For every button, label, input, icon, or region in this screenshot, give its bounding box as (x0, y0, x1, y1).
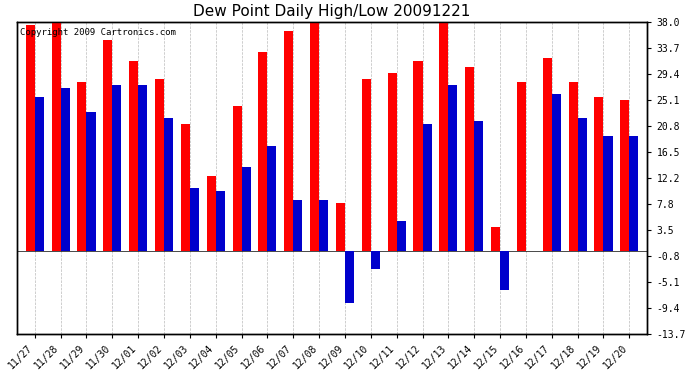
Bar (164, 118, 173, 251)
Bar (181, 124, 190, 251)
Bar (517, 82, 526, 251)
Bar (604, 136, 613, 251)
Bar (26, 25, 34, 251)
Bar (465, 67, 474, 251)
Bar (86, 112, 95, 251)
Bar (268, 146, 277, 251)
Bar (284, 31, 293, 251)
Bar (620, 100, 629, 251)
Bar (104, 40, 112, 251)
Title: Dew Point Daily High/Low 20091221: Dew Point Daily High/Low 20091221 (193, 4, 471, 19)
Bar (129, 61, 138, 251)
Bar (491, 227, 500, 251)
Bar (500, 251, 509, 291)
Bar (474, 122, 483, 251)
Bar (569, 82, 578, 251)
Bar (207, 176, 216, 251)
Bar (336, 203, 345, 251)
Bar (155, 79, 164, 251)
Text: Copyright 2009 Cartronics.com: Copyright 2009 Cartronics.com (20, 28, 176, 37)
Bar (413, 61, 422, 251)
Bar (448, 85, 457, 251)
Bar (34, 97, 43, 251)
Bar (595, 97, 604, 251)
Bar (112, 85, 121, 251)
Bar (52, 22, 61, 251)
Bar (388, 73, 397, 251)
Bar (61, 88, 70, 251)
Bar (578, 118, 586, 251)
Bar (310, 19, 319, 251)
Bar (233, 106, 241, 251)
Bar (319, 200, 328, 251)
Bar (258, 52, 268, 251)
Bar (422, 124, 431, 251)
Bar (397, 221, 406, 251)
Bar (293, 200, 302, 251)
Bar (190, 188, 199, 251)
Bar (371, 251, 380, 269)
Bar (345, 251, 354, 303)
Bar (216, 191, 225, 251)
Bar (362, 79, 371, 251)
Bar (629, 136, 638, 251)
Bar (138, 85, 147, 251)
Bar (543, 58, 552, 251)
Bar (77, 82, 86, 251)
Bar (241, 166, 250, 251)
Bar (552, 94, 561, 251)
Bar (440, 22, 449, 251)
